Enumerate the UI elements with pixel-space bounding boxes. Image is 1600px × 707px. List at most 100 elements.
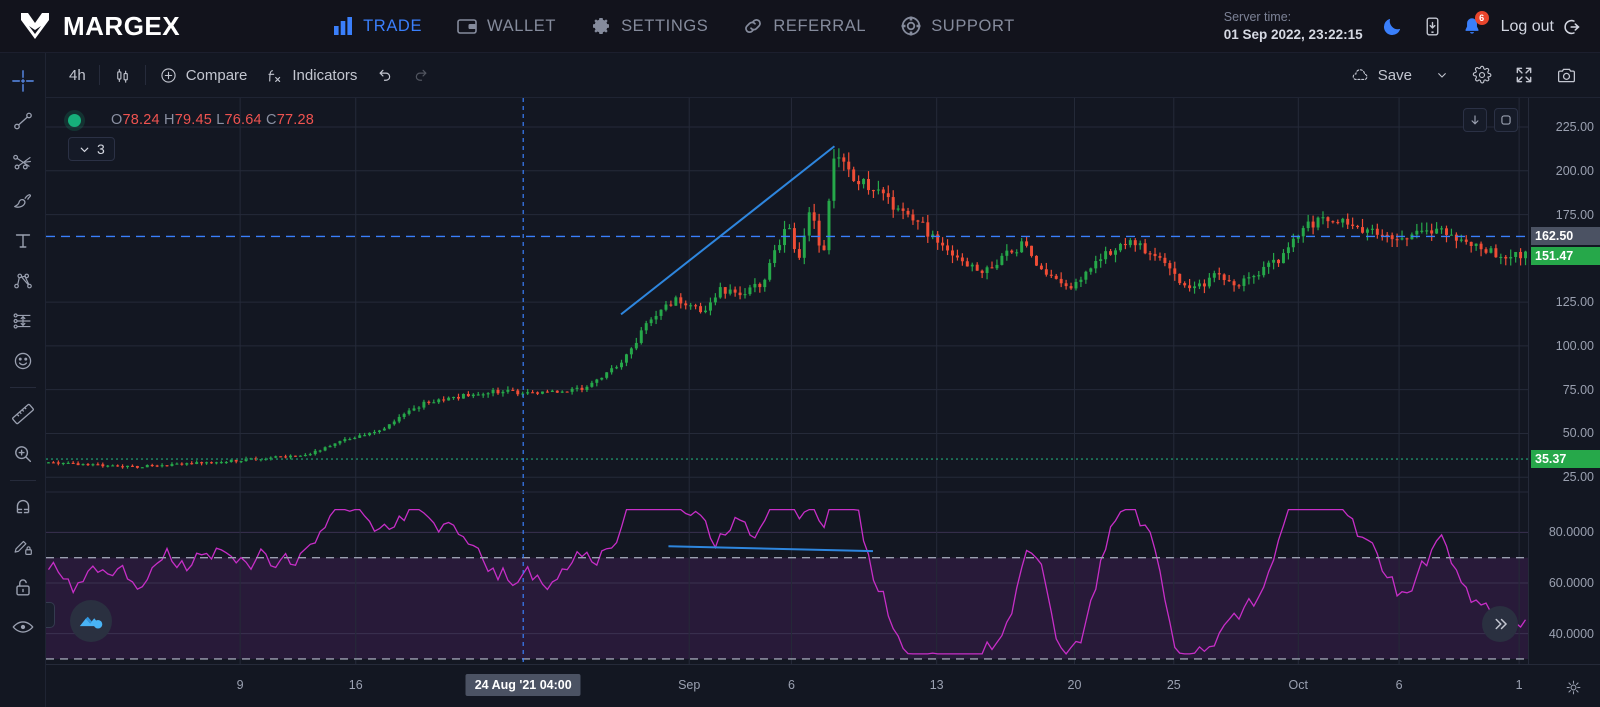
reset-scale-button[interactable]	[1494, 108, 1518, 132]
candle-body	[1509, 257, 1513, 259]
candle-body	[101, 464, 105, 467]
lifebuoy-icon	[900, 15, 922, 37]
candle-body	[293, 455, 297, 457]
price-axis-tick: 175.00	[1555, 207, 1594, 222]
candle-body	[931, 234, 935, 237]
candle-body	[817, 220, 821, 246]
candle-body	[728, 289, 732, 294]
redo-button[interactable]	[403, 60, 440, 90]
chart-type-button[interactable]	[104, 60, 141, 90]
fullscreen-button[interactable]	[1505, 60, 1543, 90]
axis-settings-button[interactable]	[1565, 679, 1582, 696]
candle-body	[985, 267, 989, 274]
candle-body	[387, 424, 391, 429]
save-button[interactable]: Save	[1342, 60, 1421, 90]
candle-body	[1237, 285, 1241, 287]
ohlc-value: 76.64	[224, 112, 262, 128]
candle-body	[224, 462, 228, 464]
candle-body	[1484, 249, 1488, 253]
candle-body	[555, 390, 559, 393]
candle-body	[1104, 251, 1108, 260]
plus-circle-icon	[159, 66, 178, 85]
long-position-icon[interactable]	[4, 301, 42, 341]
candle-body	[545, 391, 549, 393]
crosshair-icon[interactable]	[4, 61, 42, 101]
price-axis-tick: 50.00	[1562, 426, 1594, 441]
interval-selector[interactable]: 4h	[60, 60, 95, 90]
text-icon[interactable]	[4, 221, 42, 261]
chart-plot[interactable]: O78.24 H79.45 L76.64 C77.28 3	[46, 98, 1528, 664]
mobile-app-button[interactable]	[1422, 15, 1443, 38]
candle-body	[1272, 259, 1276, 263]
candle-body	[694, 305, 698, 307]
scroll-forward-button[interactable]	[1482, 606, 1518, 642]
notifications-button[interactable]: 6	[1461, 10, 1489, 38]
candle-body	[536, 392, 540, 394]
nav-item-trade[interactable]: TRADE	[332, 15, 422, 37]
candle-body	[857, 180, 861, 185]
price-axis[interactable]: 225.00 200.00 175.00 125.00 100.00 75.00 50.00…	[1528, 98, 1600, 664]
indicator-axis-tick: 80.0000	[1548, 525, 1594, 540]
candle-body	[1474, 243, 1478, 246]
candle-body	[506, 389, 510, 392]
scroll-to-realtime-button[interactable]	[1463, 108, 1487, 132]
candle-body	[1306, 221, 1310, 229]
snapshot-button[interactable]	[1547, 60, 1586, 90]
time-axis-tick: 9	[236, 678, 244, 692]
rsi-trend-line	[668, 545, 873, 553]
tradingview-logo-icon[interactable]	[70, 600, 112, 642]
collapsed-indicators-chip[interactable]: 3	[68, 137, 115, 161]
bar-chart-icon	[332, 15, 354, 37]
candle-body	[210, 462, 213, 464]
zoom-in-icon[interactable]	[4, 434, 42, 474]
indicators-button[interactable]: Indicators	[256, 60, 366, 90]
trend-line-icon[interactable]	[4, 101, 42, 141]
brush-icon[interactable]	[4, 181, 42, 221]
magnet-icon[interactable]	[4, 487, 42, 527]
emoji-icon[interactable]	[4, 341, 42, 381]
candle-body	[318, 450, 322, 452]
candle-body	[1173, 268, 1177, 274]
candle-body	[871, 190, 875, 192]
candle-body	[1459, 239, 1463, 241]
time-axis[interactable]: 9 16 Sep 6 13 20 25 Oct 6 1 24 Aug '21 04:00	[46, 664, 1600, 707]
nav-item-wallet[interactable]: WALLET	[456, 15, 556, 37]
cloud-dashed-icon	[1351, 66, 1370, 85]
measure-ruler-icon[interactable]	[4, 394, 42, 434]
candle-body	[328, 445, 332, 448]
candle-body	[1000, 255, 1004, 265]
xabcd-pattern-icon[interactable]	[4, 261, 42, 301]
server-time-label: Server time:	[1223, 9, 1292, 24]
brand-logo[interactable]: MARGEX	[0, 9, 180, 43]
candle-body	[763, 279, 767, 288]
nav-item-support[interactable]: SUPPORT	[900, 15, 1015, 37]
candle-body	[1198, 283, 1201, 287]
nav-item-settings[interactable]: SETTINGS	[590, 15, 708, 37]
chart-settings-button[interactable]	[1463, 60, 1501, 90]
fx-icon	[265, 66, 284, 85]
theme-toggle-button[interactable]	[1381, 15, 1404, 38]
candle-body	[116, 465, 120, 467]
candle-body	[1316, 217, 1320, 228]
candle-body	[1346, 218, 1350, 225]
fib-retracement-icon[interactable]	[4, 141, 42, 181]
candle-body	[303, 454, 307, 457]
save-menu-button[interactable]	[1425, 60, 1459, 90]
nav-item-referral[interactable]: REFERRAL	[742, 15, 866, 37]
pane-resize-handle[interactable]	[46, 602, 55, 628]
drawing-lock-icon[interactable]	[4, 527, 42, 567]
lock-icon[interactable]	[4, 567, 42, 607]
logout-button[interactable]: Log out	[1501, 16, 1584, 38]
candle-body	[1010, 250, 1014, 253]
candle-body	[86, 464, 90, 466]
eye-icon[interactable]	[4, 607, 42, 647]
candle-body	[427, 401, 431, 403]
candle-body	[412, 408, 416, 411]
candle-body	[1074, 281, 1078, 289]
undo-button[interactable]	[366, 60, 403, 90]
candle-body	[353, 437, 357, 440]
candle-body	[269, 457, 273, 459]
candle-body	[200, 462, 204, 464]
compare-button[interactable]: Compare	[150, 60, 257, 90]
candle-body	[629, 348, 633, 355]
